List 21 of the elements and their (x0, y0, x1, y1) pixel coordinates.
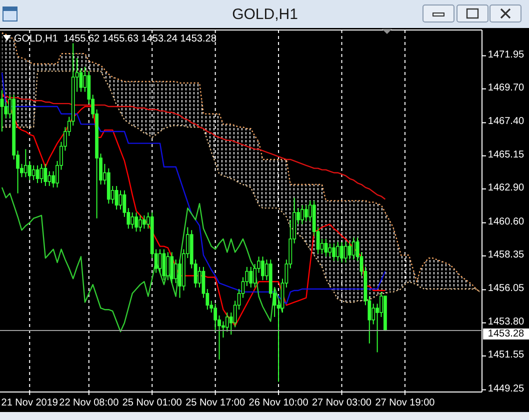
annotation: GOLD,H1 1455.62 1455.63 1453.24 1453.28 (14, 34, 217, 44)
y-tick-label: 1469.70 (488, 82, 525, 94)
y-tick-label: 1453.80 (488, 316, 525, 328)
x-tick-label: 22 Nov 08:00 (59, 398, 120, 408)
y-tick-label: 1471.95 (488, 49, 525, 60)
x-tick-label: 27 Nov 03:00 (312, 398, 372, 408)
y-tick-label: 1465.15 (488, 149, 525, 160)
y-tick-label: 1449.25 (488, 383, 525, 394)
x-tick-label: 21 Nov 2019 (1, 398, 58, 408)
y-tick-label: 1462.90 (488, 182, 525, 194)
ref-line-label: 1453.28 (488, 328, 525, 340)
x-tick-label: 26 Nov 10:00 (248, 398, 309, 408)
y-tick-label: 1460.60 (488, 216, 525, 228)
y-tick-label: 1456.05 (488, 283, 525, 294)
chart-title: GOLD,H1 (232, 6, 298, 23)
y-tick-label: 1467.40 (488, 116, 525, 128)
x-tick-label: 25 Nov 17:00 (186, 398, 246, 408)
y-tick-label: 1451.55 (488, 349, 525, 360)
x-tick-label: 27 Nov 19:00 (375, 398, 436, 408)
y-tick-label: 1458.35 (488, 249, 525, 260)
x-tick-label: 25 Nov 01:00 (122, 398, 182, 408)
